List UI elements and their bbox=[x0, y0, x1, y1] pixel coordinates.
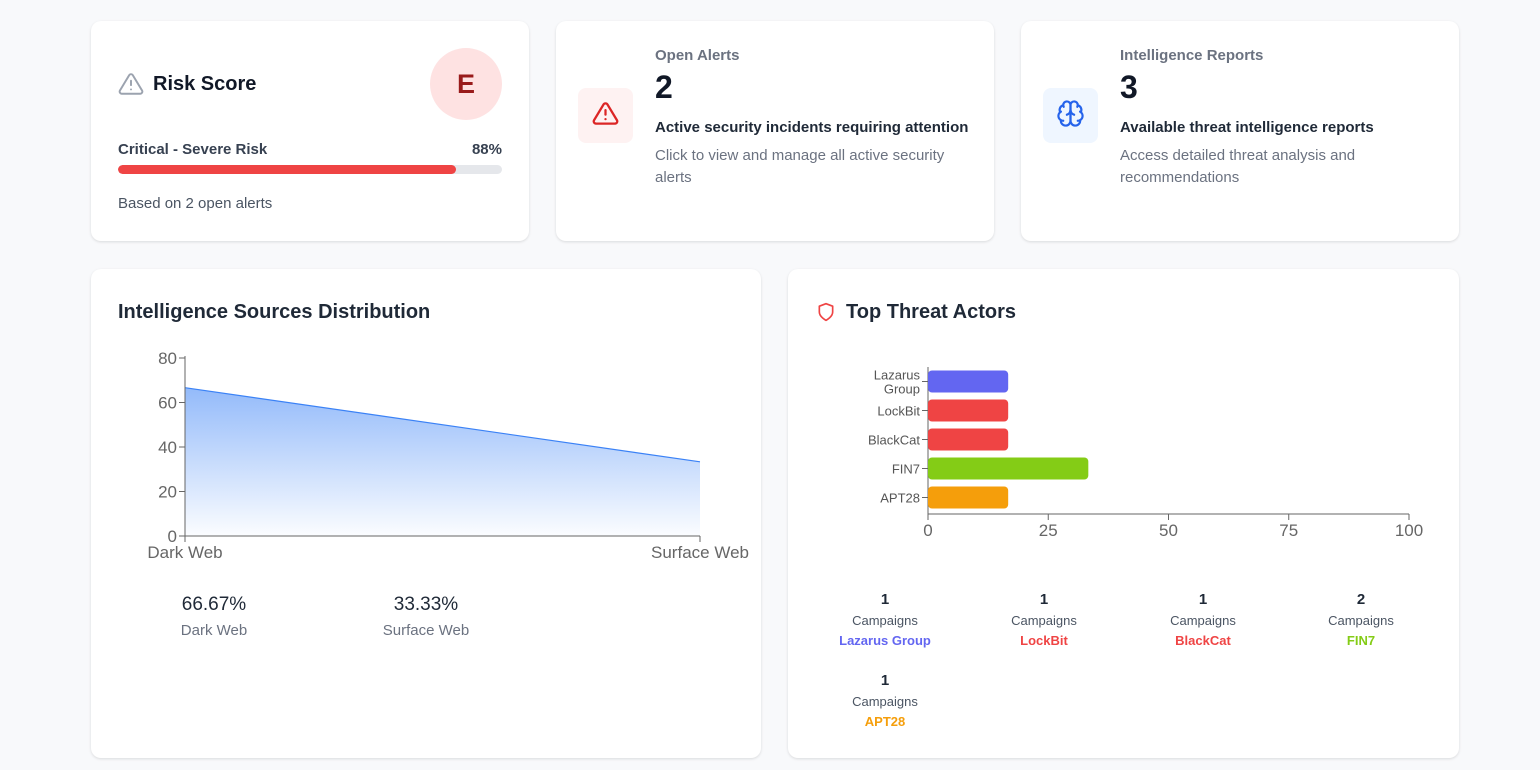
sources-distribution-card: Intelligence Sources Distribution 0 20 40 6… bbox=[91, 269, 761, 758]
intelligence-reports-description: Access detailed threat analysis and reco… bbox=[1120, 147, 1356, 186]
alert-icon-box bbox=[578, 88, 633, 143]
x-tick-label: Dark Web bbox=[147, 543, 222, 562]
actor-stat: 1 Campaigns LockBit bbox=[984, 591, 1104, 648]
sources-title: Intelligence Sources Distribution bbox=[118, 301, 431, 323]
risk-progress-fill bbox=[118, 165, 456, 174]
source-stat-label: Surface Web bbox=[382, 622, 470, 639]
risk-progress-bar bbox=[118, 165, 502, 174]
source-stat-label: Dark Web bbox=[180, 622, 248, 639]
brain-icon-box bbox=[1043, 88, 1098, 143]
y-tick-label: 0 bbox=[168, 527, 177, 546]
actor-name-link[interactable]: FIN7 bbox=[1346, 633, 1376, 648]
intelligence-reports-card[interactable]: Intelligence Reports 3 Available threat … bbox=[1021, 21, 1459, 241]
bar-lazarus-group bbox=[928, 370, 1009, 393]
intelligence-reports-label: Intelligence Reports bbox=[1120, 47, 1264, 64]
intelligence-reports-heading: Available threat intelligence reports bbox=[1120, 119, 1374, 136]
y-tick-label: APT28 bbox=[880, 491, 920, 506]
y-tick-label: 60 bbox=[158, 394, 177, 413]
actor-stat: 1 Campaigns APT28 bbox=[825, 672, 945, 729]
actor-name-link[interactable]: BlackCat bbox=[1175, 633, 1231, 648]
x-tick-label: 50 bbox=[1159, 521, 1178, 540]
bar-lockbit bbox=[928, 399, 1009, 422]
source-stat-value: 66.67% bbox=[181, 594, 247, 615]
y-tick-label: LockBit bbox=[877, 404, 920, 419]
actor-campaign-count: 1 bbox=[1198, 591, 1208, 608]
y-tick-label: Group bbox=[884, 382, 920, 397]
actor-campaigns-label: Campaigns bbox=[852, 694, 918, 709]
actor-campaigns-label: Campaigns bbox=[852, 613, 918, 628]
x-tick-label: 75 bbox=[1279, 521, 1298, 540]
threat-actors-title: Top Threat Actors bbox=[846, 301, 1017, 323]
y-tick-label: BlackCat bbox=[868, 433, 920, 448]
sources-area-chart: 0 20 40 60 80 Dark Web Surface Web bbox=[147, 349, 749, 562]
brain-icon bbox=[1056, 99, 1085, 133]
actor-campaign-count: 1 bbox=[880, 591, 890, 608]
threat-actors-card: Top Threat Actors Lazarus Group LockBit Bla… bbox=[788, 269, 1459, 758]
open-alerts-heading: Active security incidents requiring atte… bbox=[655, 119, 969, 136]
x-tick-label: 100 bbox=[1395, 521, 1423, 540]
y-tick-label: 20 bbox=[158, 483, 177, 502]
open-alerts-card[interactable]: Open Alerts 2 Active security incidents … bbox=[556, 21, 994, 241]
actor-name-link[interactable]: LockBit bbox=[1020, 633, 1068, 648]
actor-campaigns-label: Campaigns bbox=[1170, 613, 1236, 628]
area-fill bbox=[185, 387, 700, 536]
alert-triangle-icon bbox=[592, 100, 619, 132]
source-stat-value: 33.33% bbox=[393, 594, 459, 615]
bar-apt28 bbox=[928, 486, 1009, 509]
y-tick-label: FIN7 bbox=[892, 462, 920, 477]
y-tick-label: Lazarus bbox=[874, 368, 921, 383]
actor-stat: 2 Campaigns FIN7 bbox=[1301, 591, 1421, 648]
actor-stat: 1 Campaigns Lazarus Group bbox=[825, 591, 945, 648]
open-alerts-description: Click to view and manage all active secu… bbox=[655, 147, 945, 186]
x-tick-label: 25 bbox=[1039, 521, 1058, 540]
y-tick-label: 80 bbox=[158, 349, 177, 368]
bar-blackcat bbox=[928, 428, 1009, 451]
bar-fin7 bbox=[928, 457, 1089, 480]
risk-score-card: Risk Score E Critical - Severe Risk 88% … bbox=[91, 21, 529, 241]
actor-campaigns-label: Campaigns bbox=[1011, 613, 1077, 628]
actor-campaign-count: 1 bbox=[1039, 591, 1049, 608]
open-alerts-count: 2 bbox=[655, 69, 673, 105]
risk-score-title: Risk Score bbox=[153, 73, 257, 95]
actor-stat: 1 Campaigns BlackCat bbox=[1143, 591, 1263, 648]
y-tick-label: 40 bbox=[158, 438, 177, 457]
intelligence-reports-count: 3 bbox=[1120, 69, 1138, 105]
warning-triangle-icon bbox=[118, 71, 144, 102]
x-tick-label: 0 bbox=[923, 521, 932, 540]
area-line bbox=[184, 387, 701, 463]
open-alerts-label: Open Alerts bbox=[655, 47, 740, 64]
risk-basis-text: Based on 2 open alerts bbox=[118, 195, 273, 212]
risk-percent: 88% bbox=[471, 141, 502, 158]
actor-campaigns-label: Campaigns bbox=[1328, 613, 1394, 628]
risk-grade-badge: E bbox=[430, 48, 502, 120]
shield-icon bbox=[816, 301, 836, 328]
x-tick-label: Surface Web bbox=[651, 543, 749, 562]
actor-name-link[interactable]: Lazarus Group bbox=[839, 633, 931, 648]
actor-name-link[interactable]: APT28 bbox=[864, 714, 906, 729]
risk-level-label: Critical - Severe Risk bbox=[118, 141, 268, 158]
actor-campaign-count: 1 bbox=[880, 672, 890, 689]
actor-campaign-count: 2 bbox=[1356, 591, 1366, 608]
